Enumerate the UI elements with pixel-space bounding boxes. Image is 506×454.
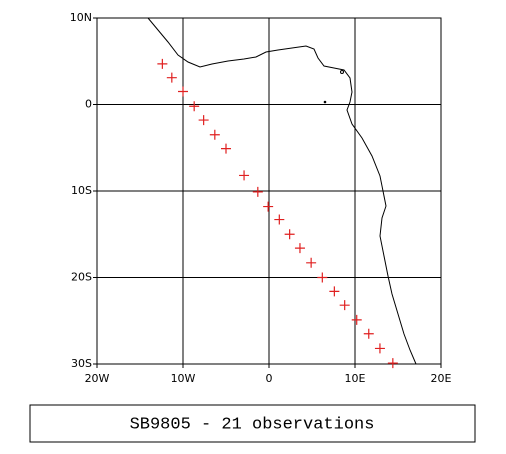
x-tick-label: 10W — [171, 372, 196, 385]
chart-title: SB9805 - 21 observations — [130, 415, 375, 434]
observation-marker — [198, 115, 209, 126]
observation-marker — [252, 186, 263, 197]
observation-marker — [339, 300, 350, 311]
observation-marker — [363, 328, 374, 339]
observation-marker — [387, 358, 398, 369]
observation-marker — [284, 229, 295, 240]
observation-marker — [209, 129, 220, 140]
observation-marker — [189, 101, 200, 112]
x-tick-label: 20E — [431, 372, 452, 385]
island — [340, 70, 344, 74]
observation-marker — [329, 286, 340, 297]
observation-marker — [166, 72, 177, 83]
y-tick-label: 10N — [70, 11, 92, 24]
observation-marker — [178, 86, 188, 97]
coastline — [147, 17, 417, 365]
title-box — [29, 404, 476, 443]
observation-marker — [317, 272, 328, 283]
x-tick-label: 0 — [266, 372, 273, 385]
y-tick-label: 10S — [71, 184, 92, 197]
y-tick-label: 30S — [71, 357, 92, 370]
observation-marker — [306, 257, 317, 268]
observation-marker — [221, 143, 231, 154]
observation-marker — [263, 201, 274, 212]
observation-marker — [157, 58, 168, 69]
observation-marker — [351, 314, 362, 325]
observation-marker — [374, 343, 385, 354]
observation-marker — [239, 170, 250, 181]
y-tick-label: 0 — [85, 98, 92, 111]
observation-marker — [274, 214, 285, 225]
x-tick-label: 20W — [85, 372, 110, 385]
observation-marker — [294, 243, 305, 254]
y-tick-label: 20S — [71, 271, 92, 284]
x-tick-label: 10E — [345, 372, 366, 385]
island — [323, 100, 327, 104]
